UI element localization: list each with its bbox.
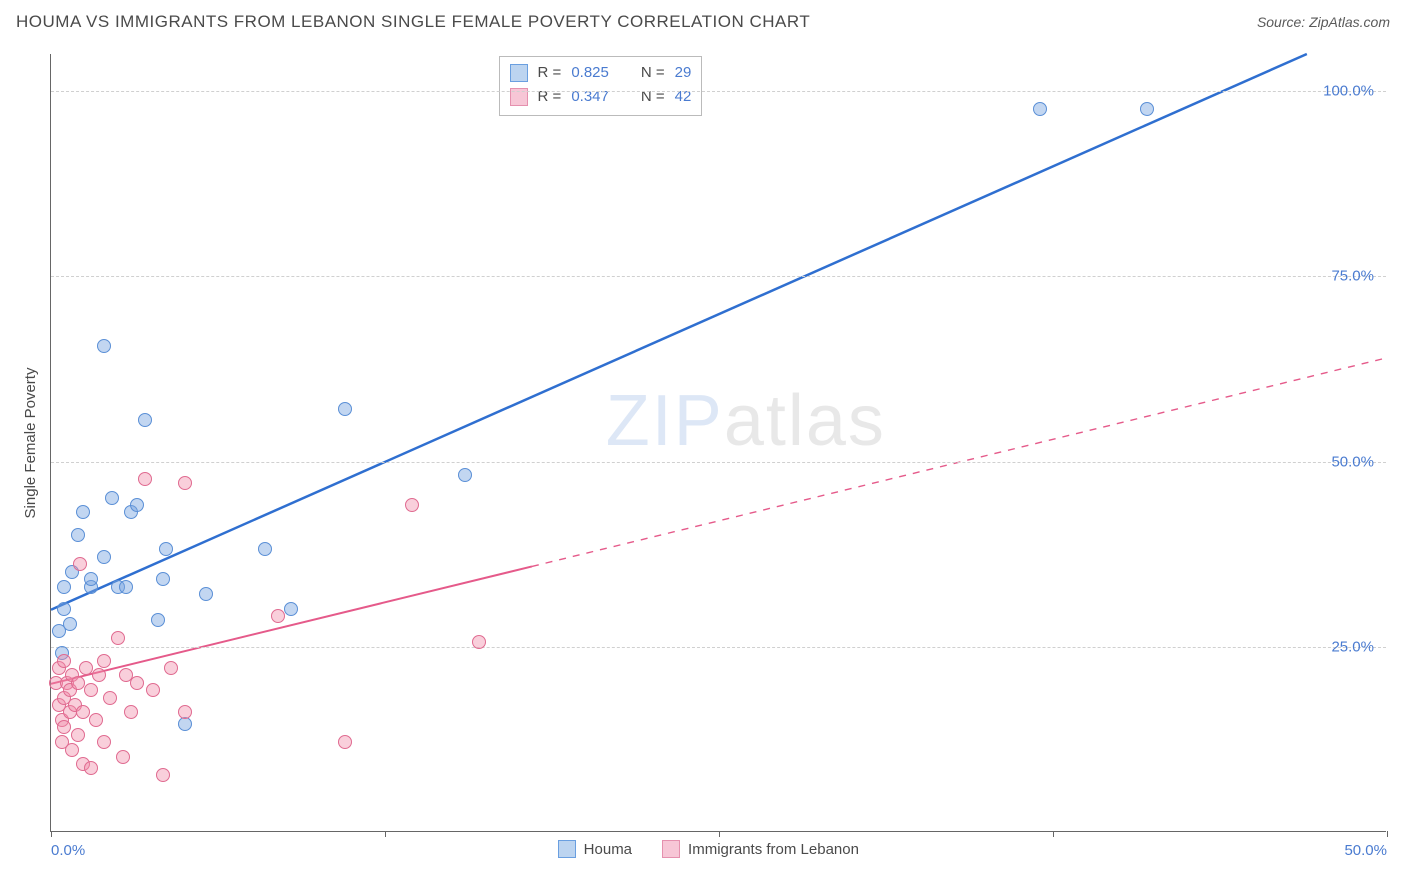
data-point-houma [63,617,77,631]
gridline [51,91,1386,92]
correlation-stats-box: R = 0.825 N = 29 R = 0.347 N = 42 [499,56,703,116]
data-point-houma [156,572,170,586]
data-point-lebanon [57,720,71,734]
data-point-lebanon [84,761,98,775]
stat-n-label: N = [641,85,665,109]
data-point-houma [338,402,352,416]
data-point-lebanon [124,705,138,719]
watermark-atlas: atlas [724,381,886,461]
chart-header: HOUMA VS IMMIGRANTS FROM LEBANON SINGLE … [0,0,1406,44]
data-point-lebanon [84,683,98,697]
stat-n-label: N = [641,61,665,85]
x-tick-label: 0.0% [51,842,85,859]
data-point-lebanon [146,683,160,697]
data-point-lebanon [138,472,152,486]
gridline [51,276,1386,277]
x-tick-mark [1053,831,1054,837]
data-point-lebanon [71,676,85,690]
data-point-houma [57,580,71,594]
stat-r-label: R = [538,61,562,85]
data-point-lebanon [92,668,106,682]
legend-label-houma: Houma [584,841,632,858]
x-tick-mark [385,831,386,837]
data-point-lebanon [271,609,285,623]
data-point-lebanon [111,631,125,645]
data-point-houma [199,587,213,601]
watermark: ZIPatlas [606,380,886,462]
data-point-houma [57,602,71,616]
data-point-lebanon [57,654,71,668]
data-point-lebanon [71,728,85,742]
data-point-houma [97,339,111,353]
stats-row-lebanon: R = 0.347 N = 42 [510,85,692,109]
data-point-houma [159,542,173,556]
data-point-lebanon [97,654,111,668]
data-point-houma [138,413,152,427]
gridline [51,462,1386,463]
data-point-houma [130,498,144,512]
stat-r-value-lebanon: 0.347 [571,85,609,109]
y-tick-label: 75.0% [1331,268,1374,285]
watermark-zip: ZIP [606,381,724,461]
data-point-houma [119,580,133,594]
chart-source: Source: ZipAtlas.com [1257,14,1390,30]
stat-r-label: R = [538,85,562,109]
legend-bottom: Houma Immigrants from Lebanon [558,840,859,858]
y-tick-label: 25.0% [1331,638,1374,655]
stat-n-value-lebanon: 42 [675,85,692,109]
data-point-lebanon [73,557,87,571]
source-prefix: Source: [1257,14,1309,30]
data-point-lebanon [338,735,352,749]
data-point-lebanon [156,768,170,782]
data-point-houma [458,468,472,482]
data-point-lebanon [178,476,192,490]
data-point-houma [105,491,119,505]
data-point-houma [151,613,165,627]
source-name: ZipAtlas.com [1309,14,1390,30]
data-point-lebanon [472,635,486,649]
legend-label-lebanon: Immigrants from Lebanon [688,841,859,858]
x-tick-mark [719,831,720,837]
data-point-lebanon [130,676,144,690]
trend-line-houma [51,54,1307,610]
plot-area: ZIPatlas R = 0.825N = 29R = 0.347N = 42 … [50,54,1386,832]
data-point-houma [84,572,98,586]
data-point-houma [258,542,272,556]
y-axis-label: Single Female Poverty [22,368,39,519]
legend-item-houma: Houma [558,840,632,858]
data-point-houma [71,528,85,542]
data-point-houma [76,505,90,519]
x-tick-mark [51,831,52,837]
y-tick-label: 100.0% [1323,83,1374,100]
stats-row-houma: R = 0.825 N = 29 [510,61,692,85]
data-point-houma [284,602,298,616]
data-point-lebanon [97,735,111,749]
y-tick-label: 50.0% [1331,453,1374,470]
data-point-lebanon [405,498,419,512]
data-point-lebanon [76,705,90,719]
x-tick-mark [1387,831,1388,837]
stat-n-value-houma: 29 [675,61,692,85]
data-point-lebanon [178,705,192,719]
chart-container: Single Female Poverty ZIPatlas R = 0.825… [0,44,1406,892]
data-point-lebanon [103,691,117,705]
data-point-lebanon [89,713,103,727]
data-point-lebanon [79,661,93,675]
data-point-houma [1033,102,1047,116]
legend-swatch-houma [558,840,576,858]
data-point-lebanon [65,743,79,757]
swatch-houma [510,64,528,82]
gridline [51,647,1386,648]
trend-lines-layer [51,54,1387,832]
legend-item-lebanon: Immigrants from Lebanon [662,840,859,858]
x-tick-label: 50.0% [1344,842,1387,859]
data-point-houma [1140,102,1154,116]
stat-r-value-houma: 0.825 [571,61,609,85]
data-point-lebanon [116,750,130,764]
chart-title: HOUMA VS IMMIGRANTS FROM LEBANON SINGLE … [16,12,810,32]
data-point-houma [97,550,111,564]
legend-swatch-lebanon [662,840,680,858]
data-point-lebanon [164,661,178,675]
